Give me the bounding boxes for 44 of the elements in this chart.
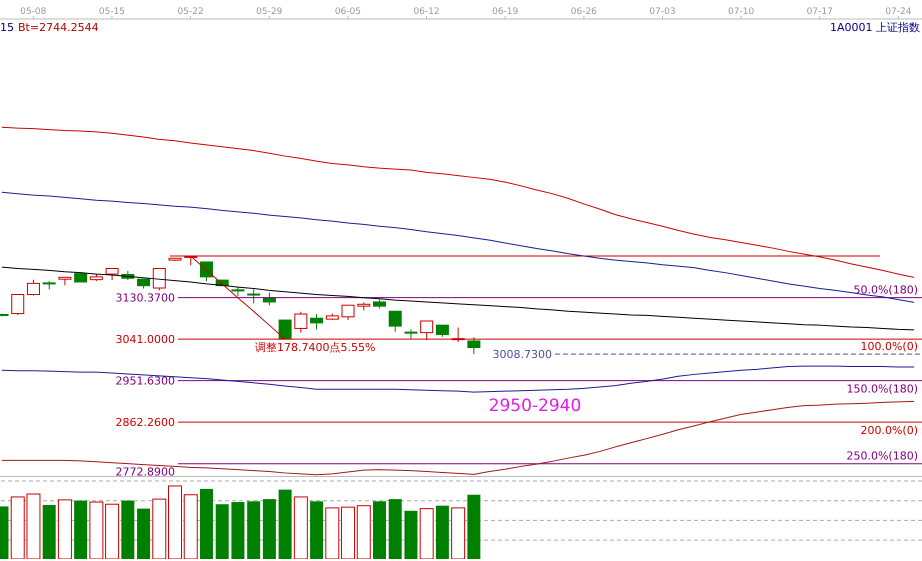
bar: [216, 504, 229, 559]
bar: [388, 499, 402, 559]
annotation: 2950-2940: [488, 396, 582, 416]
bar: [231, 502, 244, 559]
annotation: 200.0%(0): [860, 424, 918, 438]
x-tick-label: 06-19: [492, 7, 519, 17]
bar: [278, 490, 292, 559]
x-tick-label: 05-22: [178, 7, 204, 17]
bar: [42, 504, 56, 559]
x-tick-label: 06-05: [334, 7, 361, 17]
x-tick-label: 07-03: [649, 7, 676, 17]
ref-line-label: 2772.8900: [116, 466, 175, 479]
x-tick-label: 05-29: [256, 7, 283, 17]
annotation: 100.0%(0): [860, 340, 918, 354]
annotation: 15: [0, 21, 14, 34]
x-tick-label: 07-24: [885, 7, 912, 17]
annotation: 调整178.7400点5.55%: [255, 341, 376, 354]
x-tick-label: 05-15: [98, 7, 126, 17]
x-tick-label: 07-17: [806, 7, 833, 17]
x-tick-label: 05-08: [20, 7, 47, 17]
bar: [310, 501, 324, 559]
bar: [404, 510, 418, 559]
annotation: Bt=2744.2544: [18, 21, 99, 34]
ref-line-label: 2951.6300: [116, 374, 175, 388]
annotation: 1A0001 上证指数: [830, 21, 920, 34]
ref-line-label: 3130.3700: [116, 292, 175, 305]
ref-line-label: 3041.0000: [116, 333, 175, 346]
bar: [467, 494, 480, 559]
bar: [372, 501, 386, 559]
bar: [74, 500, 88, 559]
bar: [436, 506, 449, 559]
x-tick-label: 06-26: [570, 7, 598, 17]
annotation: 150.0%(180): [846, 382, 918, 396]
ref-line-label: 3008.7300: [492, 348, 552, 362]
bar: [200, 488, 213, 559]
bar: [121, 500, 134, 559]
bar: [247, 501, 260, 559]
bar: [137, 508, 150, 559]
annotation: 50.0%(180): [853, 284, 918, 297]
bar: [262, 499, 276, 559]
ref-line-label: 2862.2600: [116, 416, 175, 430]
annotation: 250.0%(180): [846, 450, 918, 463]
x-tick-label: 07-10: [728, 7, 754, 17]
x-tick-label: 06-12: [413, 7, 440, 17]
